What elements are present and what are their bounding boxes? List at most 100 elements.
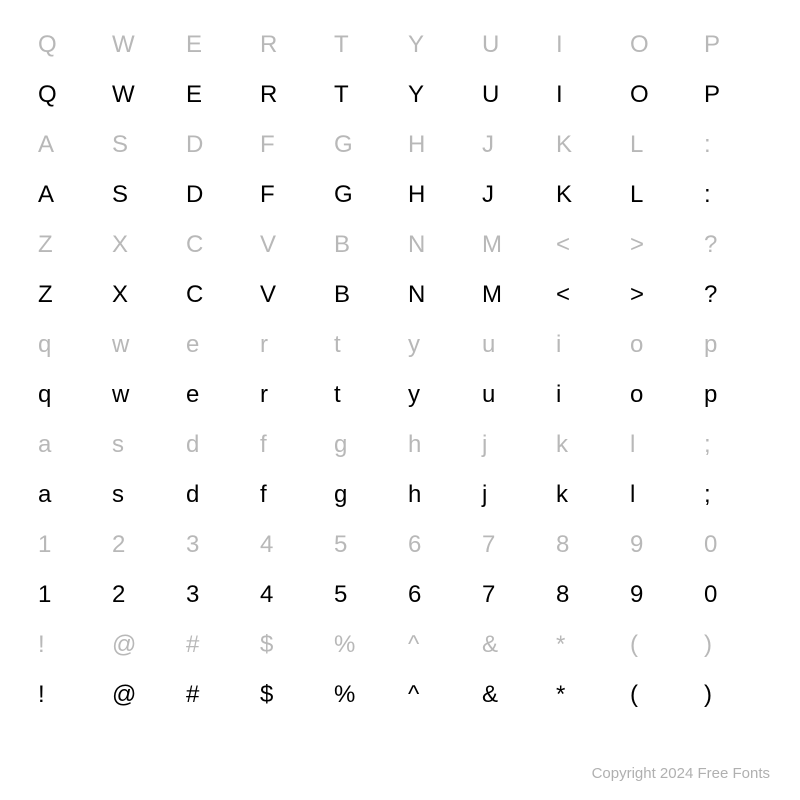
glyph-solid: 4: [252, 581, 326, 609]
glyph-faded: &: [474, 631, 548, 659]
glyph-faded: L: [622, 131, 696, 159]
glyph-faded: l: [622, 431, 696, 459]
glyph-faded: ;: [696, 431, 770, 459]
glyph-solid: S: [104, 181, 178, 209]
glyph-solid: &: [474, 681, 548, 709]
glyph-faded: V: [252, 231, 326, 259]
glyph-solid: e: [178, 381, 252, 409]
glyph-faded: t: [326, 331, 400, 359]
glyph-faded: w: [104, 331, 178, 359]
glyph-solid: 9: [622, 581, 696, 609]
glyph-solid: g: [326, 481, 400, 509]
glyph-faded: !: [30, 631, 104, 659]
glyph-faded: <: [548, 231, 622, 259]
glyph-solid: C: [178, 281, 252, 309]
glyph-solid: P: [696, 81, 770, 109]
glyph-faded: k: [548, 431, 622, 459]
glyph-solid: k: [548, 481, 622, 509]
glyph-faded: U: [474, 31, 548, 59]
glyph-solid: u: [474, 381, 548, 409]
glyph-faded: 8: [548, 531, 622, 559]
glyph-faded: 3: [178, 531, 252, 559]
glyph-solid: h: [400, 481, 474, 509]
glyph-faded: i: [548, 331, 622, 359]
glyph-solid: $: [252, 681, 326, 709]
glyph-faded: o: [622, 331, 696, 359]
glyph-faded: >: [622, 231, 696, 259]
glyph-faded: u: [474, 331, 548, 359]
glyph-faded: P: [696, 31, 770, 59]
glyph-solid: 2: [104, 581, 178, 609]
glyph-solid: i: [548, 381, 622, 409]
glyph-faded: r: [252, 331, 326, 359]
glyph-faded: 0: [696, 531, 770, 559]
glyph-faded: Z: [30, 231, 104, 259]
glyph-faded: ): [696, 631, 770, 659]
glyph-faded: J: [474, 131, 548, 159]
glyph-solid: N: [400, 281, 474, 309]
glyph-solid: a: [30, 481, 104, 509]
copyright-footer: Copyright 2024 Free Fonts: [592, 765, 770, 782]
glyph-faded: F: [252, 131, 326, 159]
glyph-solid: Q: [30, 81, 104, 109]
glyph-solid: @: [104, 681, 178, 709]
glyph-solid: !: [30, 681, 104, 709]
glyph-solid: l: [622, 481, 696, 509]
glyph-faded: @: [104, 631, 178, 659]
glyph-faded: 2: [104, 531, 178, 559]
glyph-solid: q: [30, 381, 104, 409]
glyph-solid: y: [400, 381, 474, 409]
glyph-faded: I: [548, 31, 622, 59]
glyph-solid: X: [104, 281, 178, 309]
glyph-faded: f: [252, 431, 326, 459]
glyph-solid: I: [548, 81, 622, 109]
glyph-solid: 5: [326, 581, 400, 609]
glyph-solid: G: [326, 181, 400, 209]
glyph-faded: :: [696, 131, 770, 159]
glyph-solid: f: [252, 481, 326, 509]
glyph-faded: 9: [622, 531, 696, 559]
glyph-solid: <: [548, 281, 622, 309]
glyph-solid: R: [252, 81, 326, 109]
glyph-faded: O: [622, 31, 696, 59]
glyph-solid: O: [622, 81, 696, 109]
glyph-solid: E: [178, 81, 252, 109]
glyph-faded: N: [400, 231, 474, 259]
glyph-faded: D: [178, 131, 252, 159]
glyph-faded: Q: [30, 31, 104, 59]
glyph-faded: E: [178, 31, 252, 59]
glyph-faded: R: [252, 31, 326, 59]
glyph-faded: $: [252, 631, 326, 659]
glyph-solid: V: [252, 281, 326, 309]
glyph-faded: g: [326, 431, 400, 459]
glyph-faded: Y: [400, 31, 474, 59]
glyph-solid: ): [696, 681, 770, 709]
glyph-faded: d: [178, 431, 252, 459]
glyph-faded: B: [326, 231, 400, 259]
glyph-solid: J: [474, 181, 548, 209]
glyph-faded: ?: [696, 231, 770, 259]
glyph-faded: y: [400, 331, 474, 359]
glyph-faded: K: [548, 131, 622, 159]
glyph-solid: o: [622, 381, 696, 409]
glyph-faded: 7: [474, 531, 548, 559]
glyph-solid: 6: [400, 581, 474, 609]
glyph-faded: #: [178, 631, 252, 659]
glyph-faded: 4: [252, 531, 326, 559]
glyph-faded: 1: [30, 531, 104, 559]
glyph-solid: 1: [30, 581, 104, 609]
glyph-faded: p: [696, 331, 770, 359]
glyph-solid: *: [548, 681, 622, 709]
glyph-solid: #: [178, 681, 252, 709]
glyph-faded: (: [622, 631, 696, 659]
glyph-solid: t: [326, 381, 400, 409]
glyph-solid: T: [326, 81, 400, 109]
glyph-solid: d: [178, 481, 252, 509]
glyph-faded: G: [326, 131, 400, 159]
glyph-solid: 7: [474, 581, 548, 609]
glyph-solid: %: [326, 681, 400, 709]
glyph-solid: L: [622, 181, 696, 209]
glyph-solid: M: [474, 281, 548, 309]
glyph-faded: W: [104, 31, 178, 59]
glyph-solid: ?: [696, 281, 770, 309]
